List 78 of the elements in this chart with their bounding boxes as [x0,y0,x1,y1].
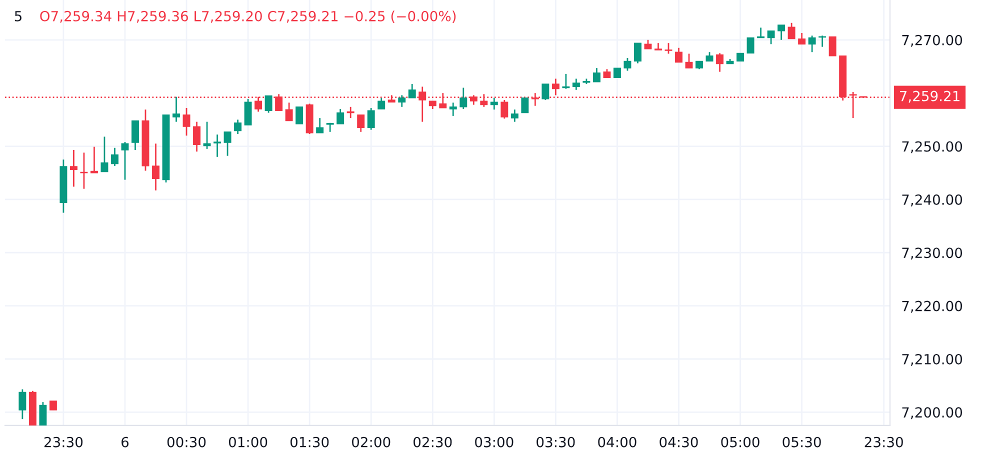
y-tick-label: 7,220.00 [902,300,962,313]
candlestick [808,34,816,53]
candlestick [193,121,200,152]
candlestick [613,67,621,78]
candlestick [767,30,775,45]
x-tick-label: 6 [122,436,129,448]
candlestick [70,149,78,188]
candlestick [398,94,406,108]
candlestick [152,142,160,192]
y-tick-label: 7,270.00 [902,34,962,47]
candlestick [203,121,211,150]
candlestick [664,42,672,54]
candlestick [285,102,293,122]
candlestick [500,99,508,120]
candlestick [18,388,26,420]
x-tick-label: 23:30 [864,436,903,448]
ref-line-label: 7,259.21 [900,90,960,103]
candlestick [818,34,826,48]
y-tick-label: 7,210.00 [902,354,962,366]
candlestick [408,83,416,99]
x-tick-label: 05:30 [782,436,821,448]
candlestick [798,32,806,45]
candlestick [182,107,190,136]
candlestick [644,39,652,50]
x-tick-label: 04:00 [598,436,636,448]
candlestick [746,37,754,54]
x-tick-label: 23:30 [44,436,83,448]
candlestick [552,78,560,96]
x-tick-label: 04:30 [660,436,698,448]
candlestick [244,98,252,126]
text: O7,259.34 H7,259.36 L7,259.20 C7,259.21 −0.25 (−0.00%) [40,10,456,24]
candlestick [110,147,118,167]
y-tick-label: 7,200.00 [902,407,962,420]
x-tick-label: 02:00 [352,436,390,448]
candlestick [357,114,365,133]
candlestick [542,83,550,101]
x-tick-label: 01:00 [228,436,268,448]
candlestick [685,53,693,69]
candlestick [510,108,518,122]
candlestick [624,57,632,72]
x-tick-label: 01:30 [290,436,329,448]
x-tick-label: 00:30 [167,436,206,448]
y-tick-label: 7,230.00 [902,248,962,260]
candlestick [828,36,836,56]
candlestick [716,52,724,72]
candlestick [132,120,139,151]
y-tick-label: 7,250.00 [902,141,962,154]
candlestick [172,96,180,122]
candlestick [224,131,232,157]
candlestick [121,141,129,180]
candlestick [296,106,304,125]
candlestick [378,97,386,110]
x-tick-label: 03:30 [536,436,575,448]
x-tick-label: 03:00 [475,436,514,448]
candlestick [788,22,796,40]
candlestick [592,67,600,83]
candlestick [490,97,498,110]
candlestick [521,98,529,114]
candlestick [90,146,98,174]
x-tick-label: 02:30 [414,436,452,448]
candlestick [572,78,580,91]
candlestick [706,51,714,62]
candlestick [778,24,786,41]
text: 5 [14,11,22,22]
candlestick [264,95,272,114]
x-tick-label: 05:00 [721,436,760,448]
candlestick [336,108,344,125]
candlestick [634,42,642,64]
candlestick [214,134,222,158]
y-tick-label: 7,240.00 [902,194,962,206]
candlestick [49,400,57,410]
candlestick [316,117,324,134]
candlestick [100,136,108,172]
candlestick [449,102,457,117]
candlestick [460,87,468,110]
candlestick [367,107,375,130]
candlestick [675,47,682,63]
candlestick [234,118,242,135]
